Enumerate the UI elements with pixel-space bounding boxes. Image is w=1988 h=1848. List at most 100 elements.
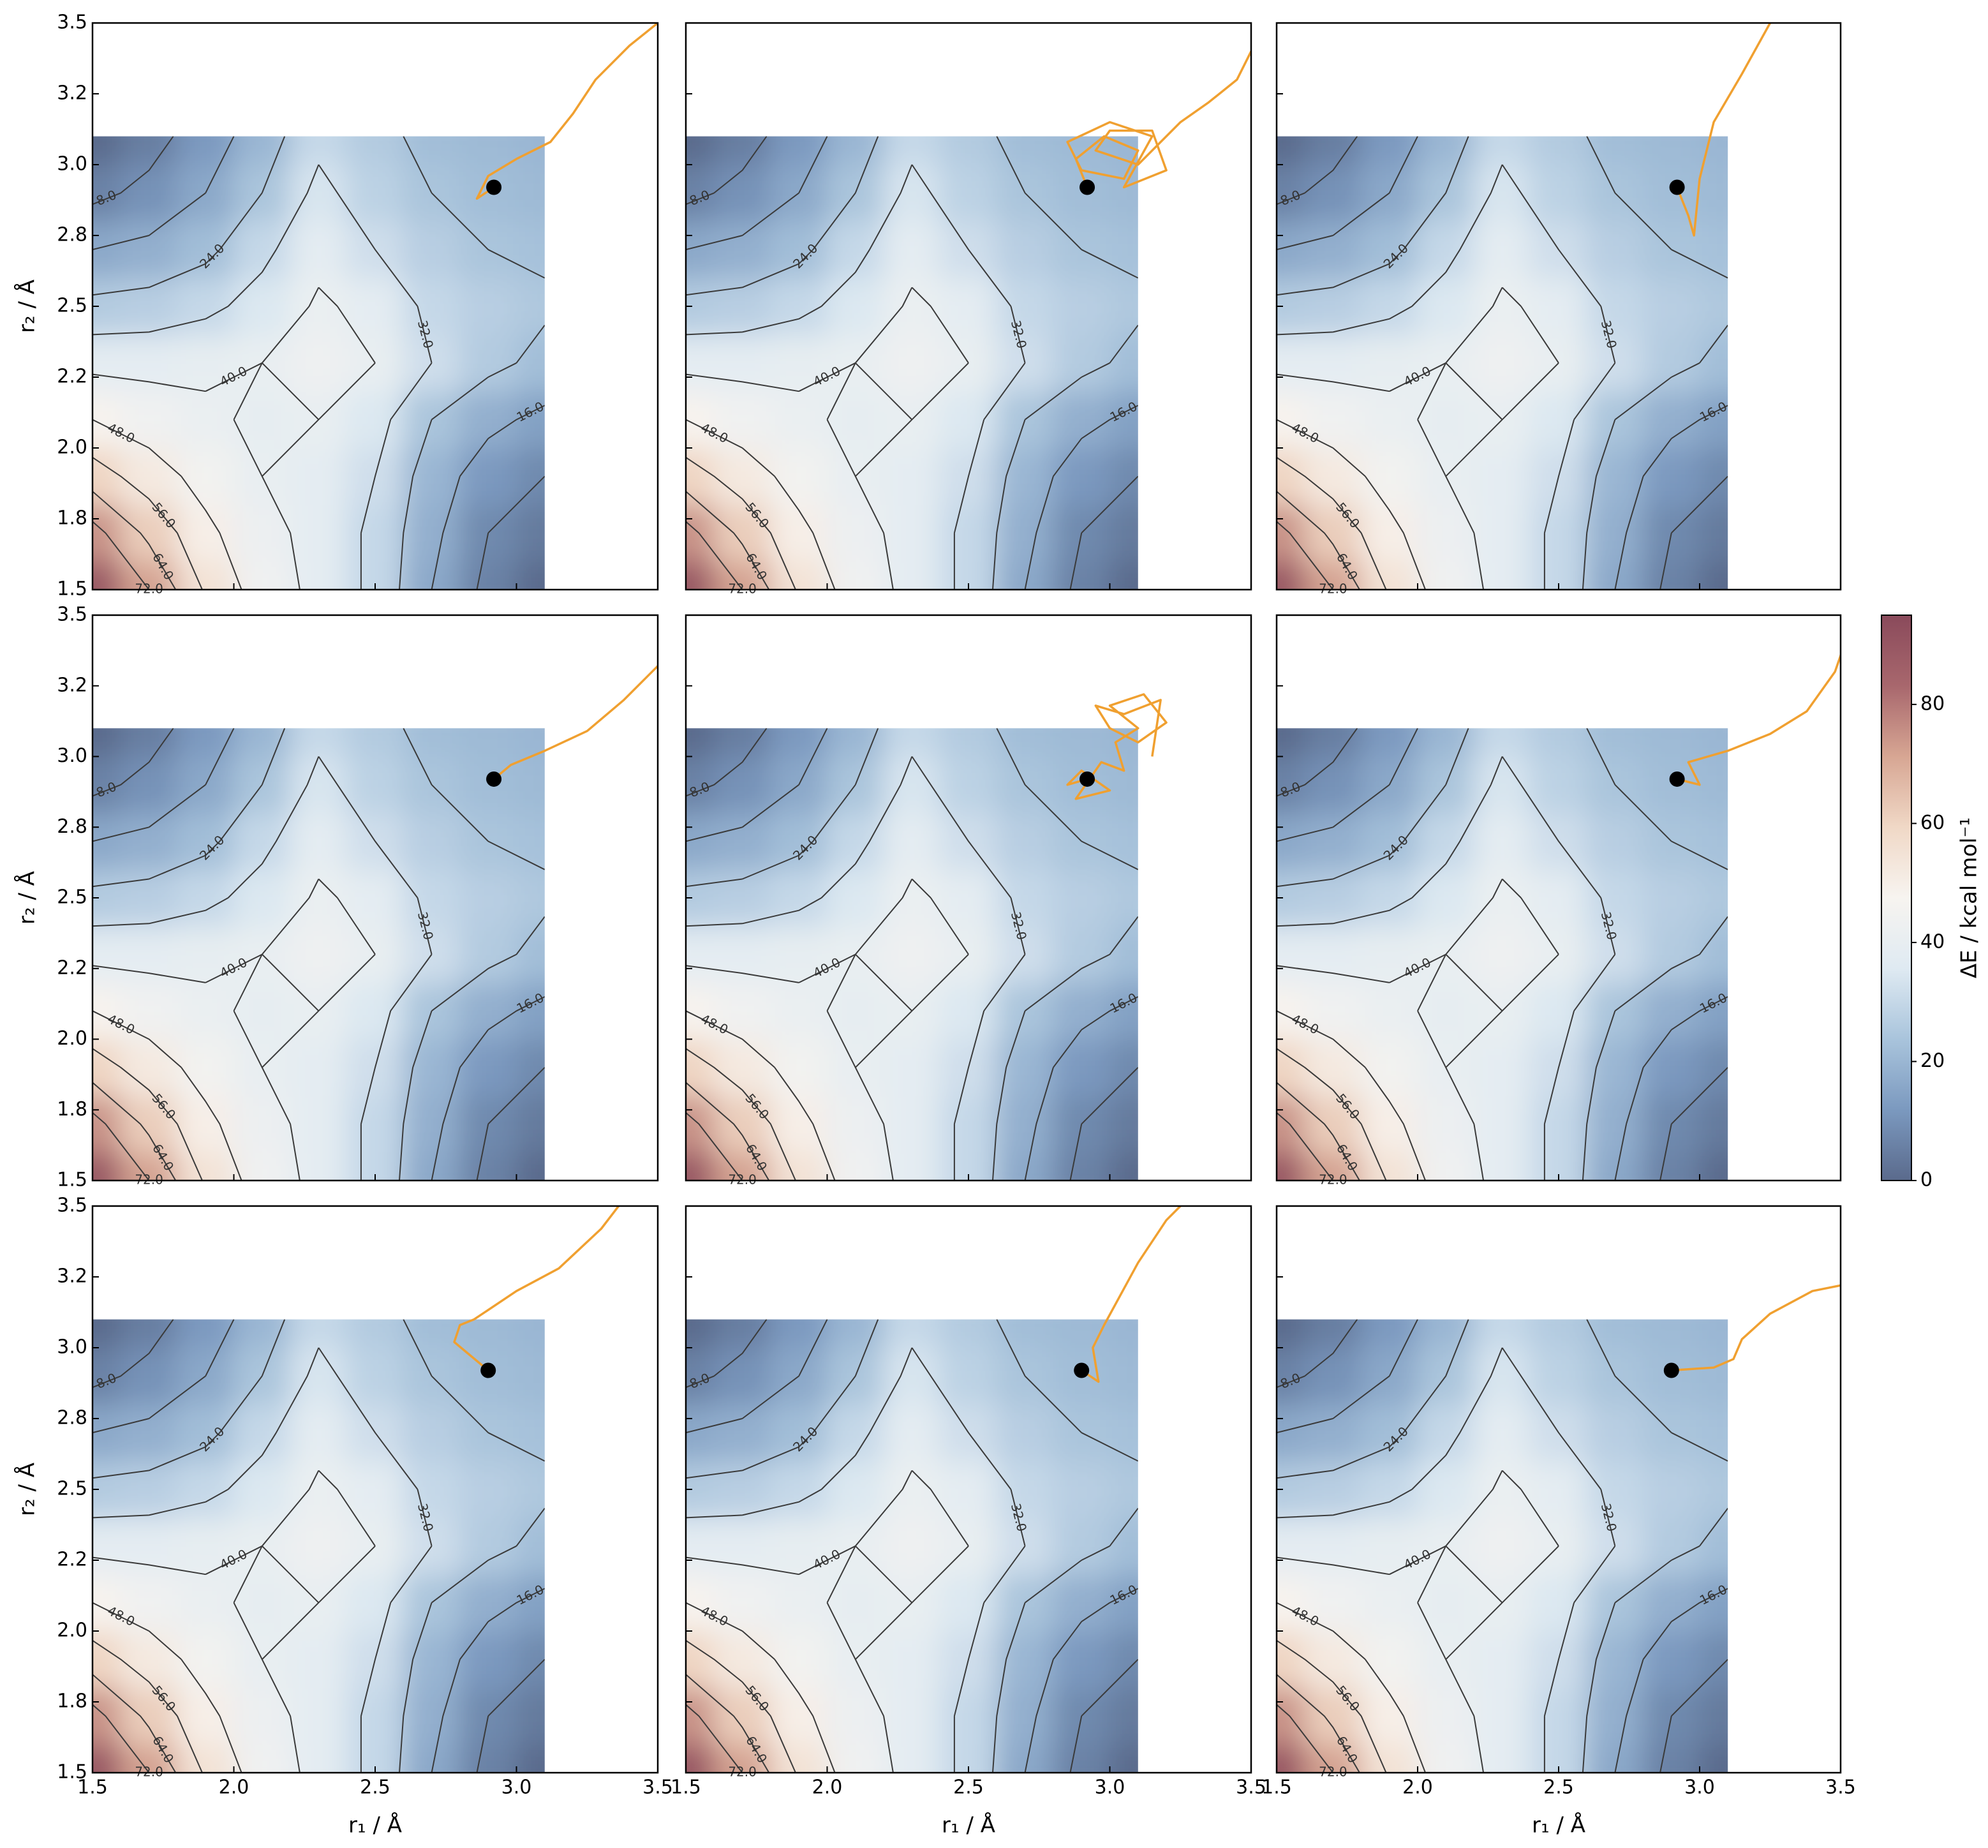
heatmap-cell [1417,1460,1475,1519]
heatmap-cell [403,1095,461,1153]
heatmap-cell [686,136,715,165]
colorbar-tick-label: 0 [1920,1169,1932,1191]
heatmap-cell [996,1038,1054,1097]
heatmap-cell [346,981,404,1040]
heatmap-cell [176,503,235,562]
contour-line [1277,1674,1360,1773]
y-tick-label: 3.0 [57,745,87,767]
heatmap-cell [290,1095,348,1153]
trajectory [453,1206,620,1371]
heatmap-cell [1529,981,1588,1040]
heatmap-cell [939,1687,998,1745]
heatmap-cell [1642,391,1700,449]
heatmap-cell [883,1319,941,1348]
contour-label: 72.0 [728,581,757,597]
heatmap-cell [1304,334,1362,392]
y-tick-label: 2.2 [57,957,87,979]
contour-line [93,1112,150,1181]
heatmap-cell [233,1743,292,1773]
heatmap-cell [290,1319,348,1348]
heatmap-cell [996,1687,1054,1745]
contour-line [686,1010,836,1181]
heatmap-cell [996,1095,1054,1153]
contour-line [686,287,969,590]
heatmap-cell [1109,1151,1138,1181]
y-tick-label: 2.5 [57,295,87,317]
heatmap-cell [686,1347,715,1405]
contours [1277,136,1728,590]
heatmap-cell [120,1630,178,1688]
heatmap-cell [686,220,715,279]
contour-line [1277,1010,1427,1181]
heatmap-cell [686,756,715,814]
colorbar: 0 20 40 60 80 ΔE / kcal mol⁻¹ [1881,615,1982,1191]
heatmap-cell [1417,1095,1475,1153]
heatmap-cell [1109,1038,1138,1097]
heatmap-cell [403,220,461,279]
panel: 8.016.024.032.040.048.056.064.072.0 [1275,614,1842,1188]
trajectory [1675,23,1772,237]
heatmap-cell [1529,728,1588,757]
heatmap-cell [459,1517,517,1576]
heatmap-cell [233,1687,292,1745]
heatmap-cell [883,277,941,336]
heatmap-cell [346,1095,404,1153]
heatmap-cell [1417,1687,1475,1745]
heatmap-cell [996,1319,1054,1348]
contour-line [1277,1319,1728,1773]
contour-line [1277,1639,1387,1773]
heatmap-cell [1642,868,1700,927]
heatmap-cell [1417,220,1475,279]
contour-label: 72.0 [728,1764,757,1780]
heatmap-cell [996,136,1054,165]
heatmap-cell [120,136,178,165]
heatmap-cell [1586,868,1644,927]
heatmap-cell [1109,728,1138,757]
heatmap-cell [1699,391,1728,449]
heatmap-cell [1642,1574,1700,1632]
heatmap-cell [403,1630,461,1688]
heatmap-cell [769,447,828,505]
heatmap-cell [939,1095,998,1153]
contour-line [93,491,177,590]
heatmap-cell [403,1038,461,1097]
panel: 8.016.024.032.040.048.056.064.072.01.51.… [14,11,659,600]
heatmap-cell [93,925,122,983]
heatmap-cell [713,1038,771,1097]
heatmap-cell [290,1517,348,1576]
heatmap-cell [403,1687,461,1745]
heatmap-cell [120,334,178,392]
heatmap-cell [516,981,545,1040]
heatmap-cell [1699,447,1728,505]
contour-line [686,419,836,590]
heatmap-cell [459,560,517,590]
heatmap-cell [769,1630,828,1688]
contour-line [93,1347,433,1773]
heatmap-cell [120,1403,178,1462]
heatmap-cell [883,1460,941,1519]
heatmap-cell [1473,1630,1531,1688]
heatmap-cell [176,447,235,505]
heatmap-cell [1699,868,1728,927]
contour-line [93,1319,545,1773]
heatmap-cell [176,1403,235,1462]
heatmap-cell [459,1630,517,1688]
heatmap-cell [176,1460,235,1519]
heatmap-cells [93,136,545,590]
heatmap-cell [1360,1319,1418,1348]
heatmap-cell [1360,1743,1418,1773]
heatmap-cell [1473,1347,1531,1405]
heatmap-cell [769,220,828,279]
heatmap-cell [290,1460,348,1519]
heatmap-cell [459,136,517,165]
contour-label: 72.0 [135,1764,163,1780]
heatmap-cell [459,1151,517,1181]
heatmap-cell [883,728,941,757]
contour-line [1277,1602,1427,1773]
heatmap-cell [516,220,545,279]
heatmap [686,1319,1138,1773]
heatmap-cell [826,1687,885,1745]
heatmap-cell [996,812,1054,870]
heatmap-cell [1642,1151,1700,1181]
heatmap-cell [769,1460,828,1519]
